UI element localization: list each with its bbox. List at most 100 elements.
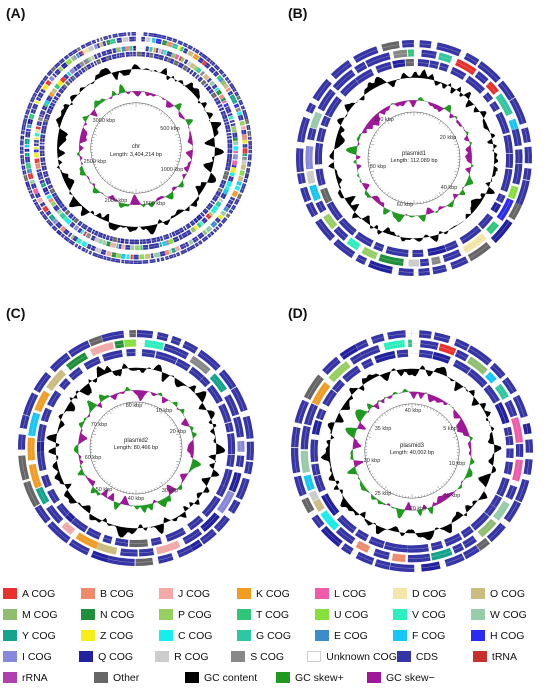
ruler-tick — [379, 484, 380, 485]
legend-label: N COG — [100, 609, 134, 621]
legend-swatch — [3, 651, 17, 662]
legend-swatch — [81, 630, 95, 641]
legend-swatch — [315, 588, 329, 599]
ruler-tick — [441, 486, 442, 488]
feature-block — [387, 330, 406, 340]
legend-item: A COG — [3, 588, 81, 600]
ruler-tick — [168, 177, 169, 178]
ruler-tick — [174, 425, 176, 426]
feature-block — [316, 169, 326, 186]
feature-block — [315, 143, 323, 165]
panel-b-tick-label: 80 kbp — [370, 164, 387, 170]
legend-label: O COG — [490, 588, 525, 600]
ruler-tick — [112, 110, 113, 112]
ruler-tick — [377, 419, 378, 420]
ruler-tick — [121, 105, 122, 107]
legend-swatch — [471, 630, 485, 641]
ruler-tick — [442, 123, 443, 125]
ruler-tick — [396, 407, 397, 409]
legend-item: H COG — [471, 630, 549, 642]
ruler-tick — [454, 144, 458, 145]
legend-label: rRNA — [22, 672, 48, 684]
legend-label: M COG — [22, 609, 58, 621]
legend-swatch — [237, 609, 251, 620]
panel-d-replicon-name: plasmid3 — [400, 443, 425, 449]
legend-label: CDS — [416, 651, 438, 663]
ruler-tick — [384, 413, 386, 416]
legend-swatch — [393, 630, 407, 641]
ruler-tick — [435, 117, 436, 119]
ruler-tick — [174, 470, 176, 471]
legend-item: B COG — [81, 588, 159, 600]
panel-a-tick-label: 1000 kbp — [161, 167, 184, 173]
legend-swatch — [81, 609, 95, 620]
ruler-tick — [94, 131, 96, 132]
ruler-tick — [104, 480, 105, 481]
ruler-tick — [117, 488, 118, 490]
feature-block — [101, 331, 124, 342]
feature-block — [291, 448, 300, 473]
legend-label: P COG — [178, 609, 212, 621]
feature-block — [420, 340, 439, 350]
panel-c-tick-label: 30 kbp — [162, 488, 179, 494]
ruler-tick — [392, 197, 393, 199]
ruler-tick — [454, 171, 458, 172]
legend-label: D COG — [412, 588, 446, 600]
ruler-tick — [442, 192, 443, 194]
feature-block — [243, 416, 254, 439]
feature-block — [107, 556, 134, 566]
panel-a-replicon-name: chr — [132, 144, 140, 150]
ruler-tick — [439, 121, 441, 124]
panel-a-tick-label: 3000 kbp — [93, 118, 116, 124]
ruler-tick — [109, 482, 111, 485]
legend-item: GC skew− — [367, 672, 458, 684]
feature-block — [120, 548, 138, 556]
panel-c-plasmid2-map: (C) plasmid2 Length: 80,466 bp 80 kbp 10… — [6, 305, 254, 566]
ruler-tick — [399, 406, 400, 408]
ruler-tick — [390, 195, 391, 197]
legend-swatch — [3, 672, 17, 683]
ruler-tick — [114, 487, 115, 489]
panel-c-label: (C) — [6, 305, 25, 321]
ruler-tick — [102, 177, 103, 178]
ruler-tick — [375, 479, 377, 480]
feature-block — [221, 469, 233, 487]
panel-d-tick-label: 20 kbp — [410, 506, 427, 512]
legend-label: Unknown COG — [326, 651, 397, 663]
panel-c-tick-label: 80 kbp — [126, 403, 143, 409]
ruler-tick — [450, 132, 452, 133]
legend-swatch — [473, 651, 487, 662]
legend-item: rRNA — [3, 672, 94, 684]
ruler-tick — [376, 183, 378, 184]
feature-block — [68, 340, 90, 357]
ruler-tick — [175, 134, 179, 135]
feature-block — [144, 340, 164, 350]
ruler-tick — [449, 130, 451, 131]
ruler-tick — [175, 161, 179, 162]
ruler-tick — [177, 464, 179, 465]
ruler-tick — [114, 407, 115, 409]
legend-item: T COG — [237, 609, 315, 621]
feature-block — [301, 451, 310, 473]
panel-c-tick-label: 70 kbp — [91, 422, 108, 428]
ruler-tick — [154, 107, 155, 109]
legend-label: Q COG — [98, 651, 133, 663]
panel-d-label: (D) — [288, 305, 307, 321]
feature-block — [23, 392, 38, 416]
feature-block — [18, 434, 26, 449]
ruler-tick — [398, 115, 399, 117]
ruler-tick — [446, 419, 447, 420]
ruler-tick — [160, 111, 162, 114]
feature-block — [202, 496, 221, 518]
ruler-tick — [436, 411, 437, 413]
ruler-tick — [96, 470, 98, 471]
ruler-tick — [371, 474, 373, 475]
ruler-tick — [424, 494, 425, 496]
legend-item: G COG — [237, 630, 315, 642]
panel-c-tick-label: 50 kbp — [96, 487, 113, 493]
panel-d-tick-label: 5 kbp — [443, 426, 456, 432]
legend-item: Unknown COG — [307, 651, 397, 663]
feature-block — [500, 169, 512, 192]
ruler-tick — [112, 185, 113, 187]
ruler-tick — [454, 468, 456, 469]
